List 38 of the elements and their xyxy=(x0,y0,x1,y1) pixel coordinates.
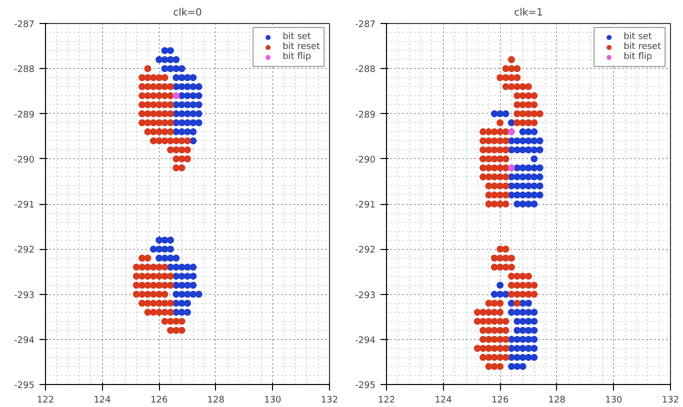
y-tick-label: -287 xyxy=(14,20,35,30)
y-tick-label: -288 xyxy=(355,65,376,76)
y-tick-label: -290 xyxy=(14,155,35,166)
y-tick-label: -290 xyxy=(355,155,376,166)
x-tick-label: 128 xyxy=(548,396,566,406)
y-tick-label: -294 xyxy=(355,336,376,346)
y-tick-label: -295 xyxy=(14,381,35,391)
y-tick-label: -292 xyxy=(355,246,376,256)
y-tick-label: -287 xyxy=(355,20,376,30)
legend-label: bit flip xyxy=(282,52,312,62)
y-tick-label: -291 xyxy=(14,200,35,210)
y-tick-label: -289 xyxy=(14,110,35,120)
x-tick-label: 124 xyxy=(434,396,452,406)
x-tick-label: 126 xyxy=(150,396,168,406)
x-tick-label: 130 xyxy=(605,396,623,406)
y-tick-label: -291 xyxy=(355,200,376,210)
legend-label: bit set xyxy=(282,32,311,42)
x-tick-label: 122 xyxy=(36,396,54,406)
legend-label: bit set xyxy=(624,32,652,42)
legend-label: bit reset xyxy=(624,42,661,52)
y-tick-label: -293 xyxy=(355,290,376,301)
y-tick-label: -295 xyxy=(355,381,376,391)
x-tick-label: 126 xyxy=(492,396,509,406)
y-tick-label: -294 xyxy=(14,336,35,346)
x-tick-label: 130 xyxy=(264,396,282,406)
y-tick-label: -292 xyxy=(14,246,35,256)
y-tick-label: -289 xyxy=(355,110,376,120)
chart-title: clk=0 xyxy=(173,8,202,18)
y-tick-label: -288 xyxy=(14,65,35,76)
x-tick-label: 122 xyxy=(378,396,396,406)
legend-label: bit reset xyxy=(282,42,320,52)
x-tick-label: 128 xyxy=(207,396,225,406)
x-tick-label: 132 xyxy=(662,396,680,406)
x-tick-label: 132 xyxy=(320,396,338,406)
x-tick-label: 124 xyxy=(94,396,112,406)
legend-label: bit flip xyxy=(624,52,652,62)
y-tick-label: -293 xyxy=(14,290,35,301)
chart-title: clk=1 xyxy=(514,8,543,18)
